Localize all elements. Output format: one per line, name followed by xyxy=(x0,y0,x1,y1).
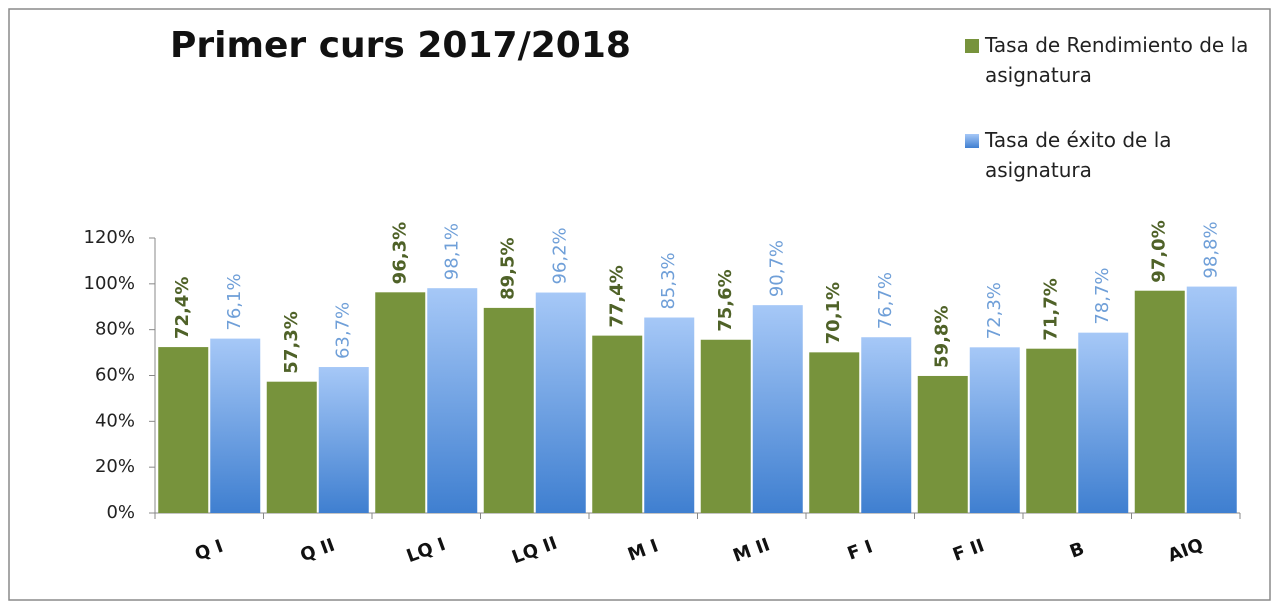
data-label: 90,7% xyxy=(767,240,788,297)
bar xyxy=(1026,348,1077,513)
bar xyxy=(1078,332,1129,513)
legend-label: Tasa de Rendimiento de la asignatura xyxy=(985,33,1249,87)
data-label: 85,3% xyxy=(658,252,679,309)
data-label: 96,3% xyxy=(389,222,410,284)
bar xyxy=(427,288,478,513)
y-tick-label: 100% xyxy=(84,273,135,294)
legend-swatch xyxy=(965,134,979,148)
bar xyxy=(700,339,751,513)
y-tick-label: 80% xyxy=(95,319,135,340)
data-label: 76,1% xyxy=(224,273,245,330)
data-label: 72,4% xyxy=(172,277,193,339)
bar xyxy=(592,335,643,513)
legend-label: Tasa de éxito de la asignatura xyxy=(985,128,1172,182)
bar xyxy=(158,347,209,513)
bar xyxy=(969,347,1020,513)
chart-title: Primer curs 2017/2018 xyxy=(170,25,631,66)
data-label: 98,8% xyxy=(1201,221,1222,278)
data-label: 70,1% xyxy=(823,282,844,344)
bar xyxy=(752,305,803,513)
bar xyxy=(210,338,261,513)
bar xyxy=(375,292,426,513)
bar xyxy=(318,367,369,513)
data-label: 57,3% xyxy=(281,311,302,373)
bar xyxy=(266,381,317,513)
data-label: 96,2% xyxy=(550,227,571,284)
x-tick-label: B xyxy=(1067,538,1087,562)
data-label: 97,0% xyxy=(1149,220,1170,282)
bar xyxy=(483,307,534,513)
bar xyxy=(535,292,586,513)
bar xyxy=(644,317,695,513)
data-label: 98,1% xyxy=(441,223,462,280)
data-label: 77,4% xyxy=(606,265,627,327)
y-tick-label: 60% xyxy=(95,365,135,386)
data-label: 78,7% xyxy=(1092,267,1113,324)
data-label: 89,5% xyxy=(498,237,519,299)
y-tick-label: 120% xyxy=(84,227,135,248)
bar xyxy=(1186,286,1237,513)
data-label: 71,7% xyxy=(1040,278,1061,340)
bar xyxy=(809,352,860,513)
data-label: 59,8% xyxy=(932,306,953,368)
data-label: 72,3% xyxy=(984,282,1005,339)
y-tick-label: 20% xyxy=(95,456,135,477)
y-tick-label: 0% xyxy=(106,502,135,523)
data-label: 75,6% xyxy=(715,269,736,331)
y-tick-label: 40% xyxy=(95,410,135,431)
data-label: 76,7% xyxy=(875,272,896,329)
legend-swatch xyxy=(965,39,979,53)
bar xyxy=(1134,290,1185,513)
bar xyxy=(917,375,968,513)
bar xyxy=(861,337,912,513)
data-label: 63,7% xyxy=(333,302,354,359)
